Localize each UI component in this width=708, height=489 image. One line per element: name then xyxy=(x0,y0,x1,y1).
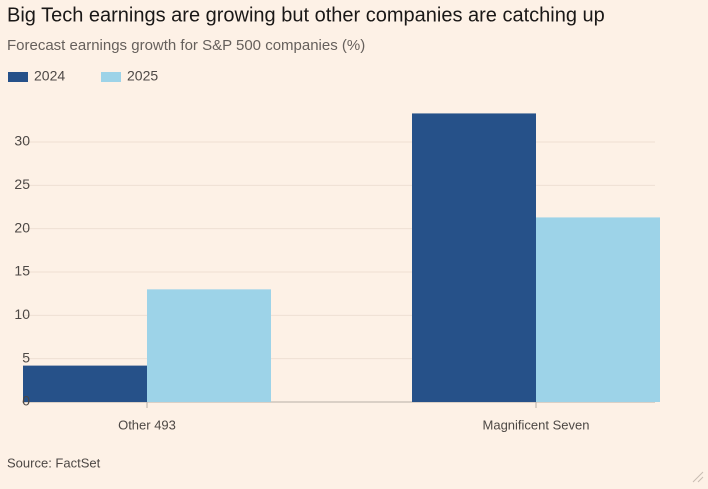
chart-subtitle: Forecast earnings growth for S&P 500 com… xyxy=(7,37,365,54)
y-tick-label: 10 xyxy=(14,306,30,322)
resize-handle xyxy=(692,471,704,483)
y-tick-label: 5 xyxy=(22,349,30,365)
legend-swatch xyxy=(8,72,28,82)
y-tick-label: 25 xyxy=(14,176,30,192)
y-tick-label: 30 xyxy=(14,133,30,149)
bar xyxy=(536,217,660,402)
y-tick-label: 20 xyxy=(14,219,30,235)
x-tick-label: Magnificent Seven xyxy=(483,417,590,432)
source: Source: FactSet xyxy=(7,455,101,470)
legend-label: 2024 xyxy=(34,68,65,84)
bar xyxy=(147,289,271,402)
bar xyxy=(412,113,536,403)
bar xyxy=(23,365,147,402)
x-tick-label: Other 493 xyxy=(118,417,176,432)
legend-label: 2025 xyxy=(127,68,158,84)
y-tick-label: 15 xyxy=(14,263,30,279)
y-tick-label: 0 xyxy=(22,393,30,409)
legend-swatch xyxy=(101,72,121,82)
chart-title: Big Tech earnings are growing but other … xyxy=(7,4,605,26)
